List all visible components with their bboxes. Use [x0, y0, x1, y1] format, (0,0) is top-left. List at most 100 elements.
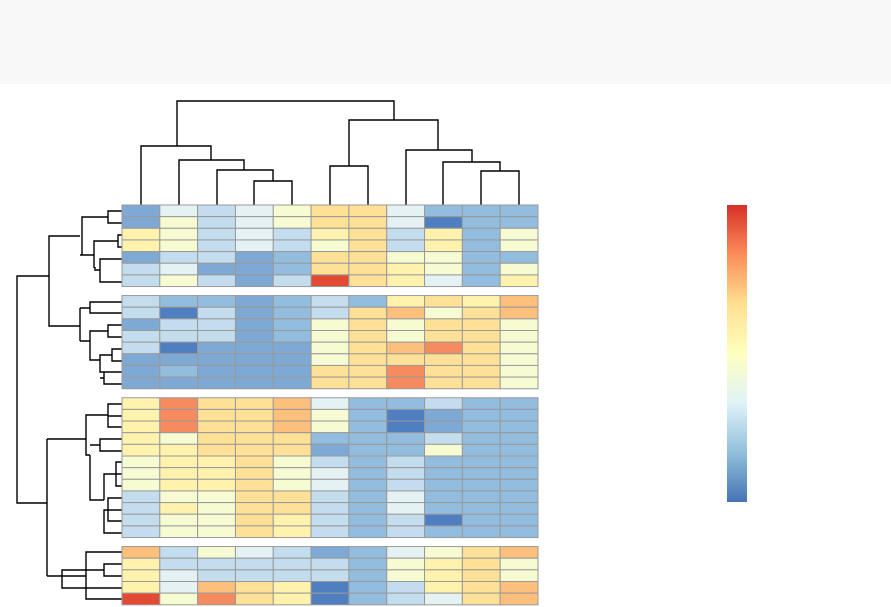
cell	[310, 513, 350, 527]
cell	[234, 204, 274, 218]
cell	[348, 581, 388, 594]
cell	[159, 525, 199, 539]
cell	[386, 227, 426, 241]
cell	[499, 204, 539, 218]
cell	[461, 569, 501, 582]
cell	[121, 432, 161, 445]
cell	[424, 397, 463, 410]
cell	[386, 467, 426, 480]
cell	[121, 592, 161, 606]
cell	[234, 420, 274, 434]
cell	[386, 295, 426, 308]
cell	[197, 364, 236, 378]
cell	[159, 330, 199, 343]
cell	[310, 330, 350, 343]
cell	[499, 490, 539, 504]
cell	[159, 420, 199, 434]
cell	[461, 490, 501, 504]
cell	[272, 251, 312, 264]
cell	[197, 239, 236, 253]
cell	[499, 443, 539, 457]
cell	[121, 274, 161, 288]
cell	[424, 557, 463, 571]
cell	[197, 330, 236, 343]
cell	[499, 216, 539, 229]
cell	[272, 432, 312, 445]
cell	[234, 318, 274, 332]
cell	[159, 239, 199, 253]
cell	[499, 295, 539, 308]
cell	[461, 592, 501, 606]
cell	[424, 295, 463, 308]
cell	[121, 581, 161, 594]
cell	[159, 364, 199, 378]
cell	[386, 432, 426, 445]
cell	[272, 502, 312, 515]
cell	[197, 478, 236, 492]
cell	[499, 251, 539, 264]
cell	[234, 569, 274, 582]
cell	[424, 478, 463, 492]
cell	[499, 353, 539, 366]
cell	[310, 443, 350, 457]
cell	[424, 204, 463, 218]
cell	[424, 341, 463, 355]
cell	[348, 376, 388, 390]
cell	[348, 432, 388, 445]
cell	[310, 274, 350, 288]
cell	[386, 455, 426, 469]
cell	[499, 581, 539, 594]
cell	[121, 513, 161, 527]
cell	[386, 306, 426, 320]
cell	[159, 443, 199, 457]
cell	[234, 467, 274, 480]
cell	[197, 251, 236, 264]
cell	[386, 341, 426, 355]
cell	[386, 353, 426, 366]
cell	[159, 376, 199, 390]
cell	[499, 467, 539, 480]
cell	[272, 204, 312, 218]
cell	[499, 397, 539, 410]
cell	[310, 467, 350, 480]
cell	[197, 274, 236, 288]
cell	[386, 204, 426, 218]
cell	[272, 262, 312, 276]
cell	[461, 318, 501, 332]
cell	[310, 432, 350, 445]
cell	[499, 306, 539, 320]
cell	[386, 502, 426, 515]
cell	[272, 318, 312, 332]
cell	[310, 397, 350, 410]
cell	[159, 569, 199, 582]
cell	[197, 502, 236, 515]
cell	[424, 443, 463, 457]
cell	[159, 513, 199, 527]
cell	[272, 330, 312, 343]
cell	[348, 592, 388, 606]
cell	[461, 420, 501, 434]
cell	[461, 353, 501, 366]
cell	[121, 397, 161, 410]
cell	[121, 306, 161, 320]
cell	[499, 525, 539, 539]
cell	[234, 525, 274, 539]
cell	[121, 420, 161, 434]
cell	[386, 478, 426, 492]
cell	[310, 490, 350, 504]
cell	[386, 376, 426, 390]
cell	[272, 581, 312, 594]
cell	[121, 408, 161, 422]
cell	[310, 478, 350, 492]
cell	[310, 525, 350, 539]
cell	[424, 376, 463, 390]
cell	[499, 274, 539, 288]
cell	[348, 397, 388, 410]
cell	[159, 455, 199, 469]
cell	[310, 455, 350, 469]
cell	[272, 443, 312, 457]
cell	[424, 274, 463, 288]
cell	[424, 330, 463, 343]
cell	[461, 397, 501, 410]
